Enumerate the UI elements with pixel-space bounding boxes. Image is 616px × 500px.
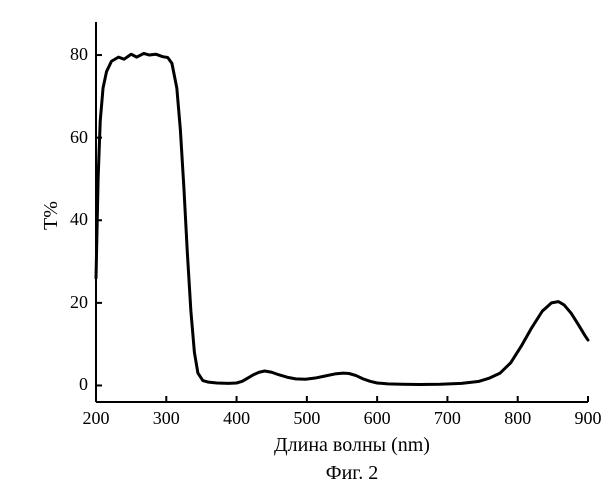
y-tick-label: 0 — [48, 374, 88, 395]
transmittance-series — [96, 53, 588, 384]
y-tick-label: 40 — [48, 209, 88, 230]
figure-caption: Фиг. 2 — [292, 462, 412, 485]
transmittance-chart: T% Длина волны (nm) Фиг. 2 0204060802003… — [0, 0, 616, 500]
x-tick-label: 800 — [493, 408, 543, 429]
y-tick-label: 20 — [48, 292, 88, 313]
x-tick-label: 500 — [282, 408, 332, 429]
y-tick-label: 80 — [48, 44, 88, 65]
x-tick-label: 600 — [352, 408, 402, 429]
x-tick-label: 700 — [422, 408, 472, 429]
x-tick-label: 400 — [212, 408, 262, 429]
x-tick-label: 300 — [141, 408, 191, 429]
y-tick-label: 60 — [48, 127, 88, 148]
x-axis-label: Длина волны (nm) — [252, 434, 452, 457]
x-tick-label: 900 — [563, 408, 613, 429]
x-tick-label: 200 — [71, 408, 121, 429]
